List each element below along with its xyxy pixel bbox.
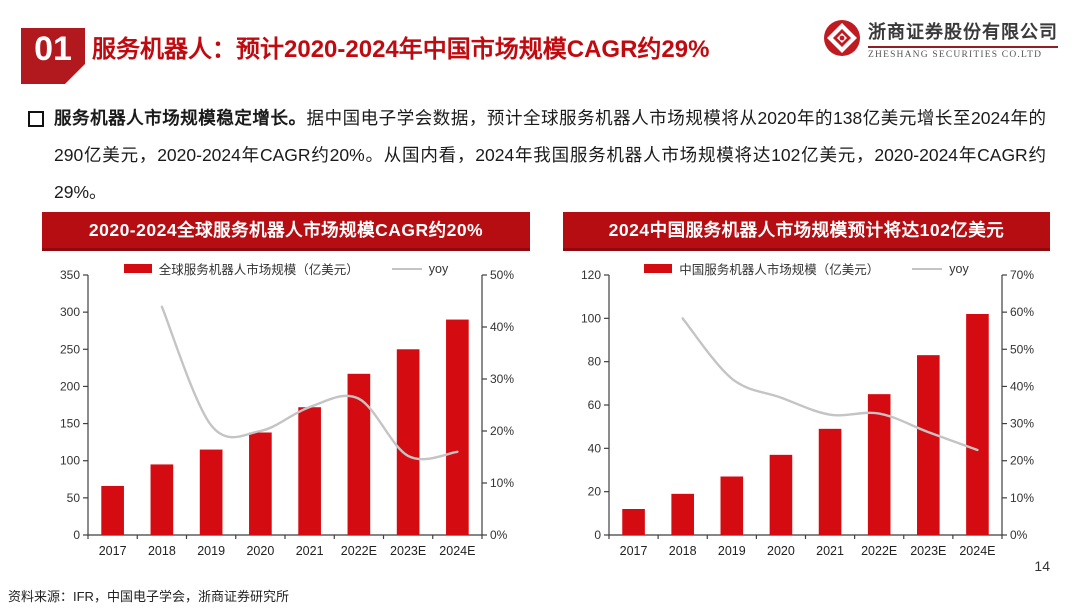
summary-lead: 服务机器人市场规模稳定增长。: [54, 108, 307, 128]
left-axis-label: 20: [588, 485, 602, 499]
global-chart-legend: 全球服务机器人市场规模（亿美元） yoy: [42, 259, 530, 278]
bar-2020: [249, 432, 272, 535]
bar-2022E: [867, 394, 891, 535]
summary-text: 据中国电子学会数据，预计全球服务机器人市场规模将从2020年的138亿美元增长至…: [54, 108, 1046, 202]
yoy-line: [160, 305, 459, 461]
right-axis-label: 0%: [1010, 528, 1028, 542]
china-market-chart: 0 20 40 60 80 100 120 0% 10% 20% 30% 40% 50% 60% 70% 20…: [581, 268, 1034, 558]
bar-2018: [150, 464, 174, 535]
x-axis-category-label: 2023E: [390, 544, 426, 558]
right-axis-label: 50%: [1010, 342, 1034, 356]
global-chart-title: 2020-2024全球服务机器人市场规模CAGR约20%: [42, 212, 530, 251]
bar-legend-swatch-icon: [644, 264, 673, 273]
global-market-chart: 0 50 100 150 200 250 300 350 0% 10% 20% 30% 40% 50% 20…: [60, 268, 514, 558]
summary-paragraph: 服务机器人市场规模稳定增长。据中国电子学会数据，预计全球服务机器人市场规模将从2…: [28, 100, 1046, 211]
left-axis-label: 60: [588, 398, 602, 412]
x-axis-category-label: 2024E: [439, 544, 475, 558]
left-axis-label: 100: [60, 454, 80, 468]
x-axis-category-label: 2019: [718, 544, 746, 558]
right-axis-label: 10%: [490, 476, 514, 490]
x-axis-category-label: 2020: [246, 544, 274, 558]
right-axis-label: 0%: [490, 528, 508, 542]
china-chart-title: 2024中国服务机器人市场规模预计将达102亿美元: [563, 212, 1050, 251]
bar-2024E: [966, 314, 989, 535]
right-axis-label: 70%: [1010, 268, 1034, 282]
right-axis-label: 40%: [1010, 379, 1034, 393]
china-chart-area: 中国服务机器人市场规模（亿美元） yoy 0 20 40 60 80 100 120 0% 10…: [563, 257, 1050, 569]
logo-text: 浙商证券股份有限公司 ZHESHANG SECURITIES CO.LTD: [868, 18, 1058, 60]
left-axis-label: 120: [581, 268, 601, 282]
x-axis-category-label: 2019: [197, 544, 225, 558]
line-legend-label: yoy: [949, 261, 969, 276]
bar-2023E: [917, 355, 940, 535]
line-legend-swatch-icon: [391, 267, 422, 270]
bar-2021: [298, 407, 321, 535]
left-axis-label: 50: [67, 491, 81, 505]
x-axis-category-label: 2023E: [910, 544, 946, 558]
global-market-chart-panel: 2020-2024全球服务机器人市场规模CAGR约20% 全球服务机器人市场规模…: [42, 212, 530, 569]
china-market-chart-panel: 2024中国服务机器人市场规模预计将达102亿美元 中国服务机器人市场规模（亿美…: [563, 212, 1050, 569]
bar-2021: [818, 428, 842, 535]
bar-2019: [720, 476, 744, 535]
right-axis-label: 50%: [490, 268, 514, 282]
right-axis-label: 30%: [1010, 417, 1034, 431]
bar-2020: [769, 454, 793, 535]
right-axis-label: 60%: [1010, 305, 1034, 319]
source-note: 资料来源：IFR，中国电子学会，浙商证券研究所: [8, 589, 289, 604]
right-axis-label: 30%: [490, 372, 514, 386]
line-legend-label: yoy: [428, 261, 449, 276]
bar-2018: [671, 493, 694, 535]
x-axis-category-label: 2022E: [861, 544, 897, 558]
bar-legend-label: 全球服务机器人市场规模（亿美元）: [158, 263, 359, 277]
x-axis-category-label: 2021: [296, 544, 324, 558]
bar-2017: [622, 509, 645, 535]
right-axis-label: 10%: [1010, 491, 1034, 505]
bar-2017: [101, 485, 124, 535]
left-axis-label: 80: [588, 355, 602, 369]
x-axis-category-label: 2018: [148, 544, 176, 558]
china-chart-legend: 中国服务机器人市场规模（亿美元） yoy: [563, 259, 1050, 278]
bar-legend-label: 中国服务机器人市场规模（亿美元）: [679, 263, 880, 277]
page-title: 服务机器人：预计2020-2024年中国市场规模CAGR约29%: [92, 36, 710, 63]
x-axis-category-label: 2022E: [341, 544, 377, 558]
x-axis-category-label: 2018: [669, 544, 697, 558]
right-axis-label: 40%: [490, 320, 514, 334]
left-axis-label: 300: [60, 305, 80, 319]
yoy-line: [681, 317, 979, 452]
left-axis-label: 200: [60, 379, 80, 393]
left-axis-label: 0: [594, 528, 601, 542]
left-axis-label: 150: [60, 417, 80, 431]
global-chart-area: 全球服务机器人市场规模（亿美元） yoy 0 50 100 150 200 250 300 3…: [42, 257, 530, 569]
left-axis-label: 100: [581, 311, 601, 325]
left-axis-label: 350: [60, 268, 80, 282]
bar-2023E: [396, 349, 420, 535]
company-logo: 浙商证券股份有限公司 ZHESHANG SECURITIES CO.LTD: [822, 18, 1058, 63]
x-axis-category-label: 2017: [99, 544, 127, 558]
x-axis-category-label: 2021: [816, 544, 844, 558]
right-axis-label: 20%: [490, 424, 514, 438]
section-number-badge: 01: [21, 28, 85, 84]
zheshang-logo-icon: [822, 18, 862, 63]
page-number: 14: [1034, 558, 1050, 574]
square-bullet-icon: [28, 111, 44, 127]
company-name-en: ZHESHANG SECURITIES CO.LTD: [868, 50, 1043, 60]
bar-2022E: [347, 373, 371, 535]
bar-legend-swatch-icon: [123, 264, 152, 273]
right-axis-label: 20%: [1010, 454, 1034, 468]
x-axis-category-label: 2024E: [959, 544, 995, 558]
bar-2019: [199, 449, 223, 535]
company-name-cn: 浙商证券股份有限公司: [868, 18, 1058, 48]
x-axis-category-label: 2020: [767, 544, 795, 558]
left-axis-label: 0: [73, 528, 80, 542]
section-number: 01: [34, 30, 72, 68]
left-axis-label: 40: [588, 441, 602, 455]
line-legend-swatch-icon: [912, 267, 943, 270]
x-axis-category-label: 2017: [620, 544, 648, 558]
left-axis-label: 250: [60, 342, 80, 356]
bar-2024E: [446, 319, 469, 535]
